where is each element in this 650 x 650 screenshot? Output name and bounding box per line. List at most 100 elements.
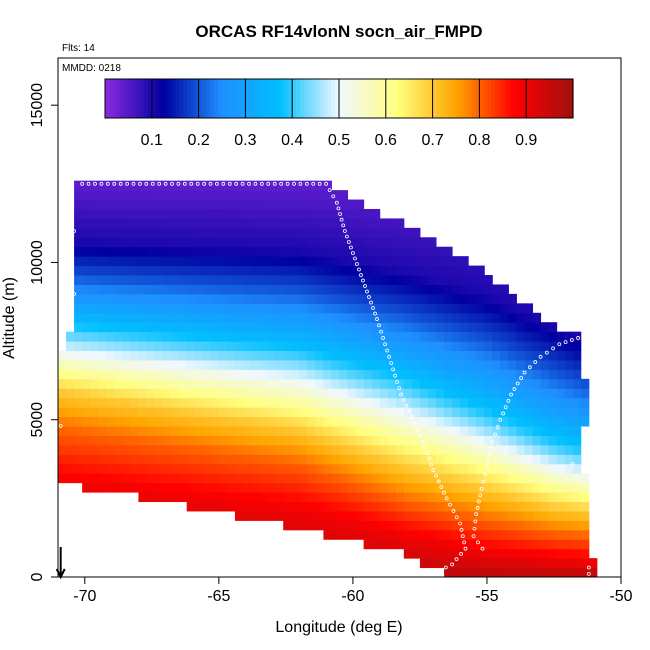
heatmap-cell <box>323 529 332 540</box>
heatmap-cell <box>540 388 550 399</box>
heatmap-cell <box>564 407 574 418</box>
heatmap-cell <box>323 378 332 389</box>
heatmap-cell <box>146 284 156 295</box>
heatmap-cell <box>548 510 558 521</box>
heatmap-cell <box>444 529 453 540</box>
flight-track-point <box>485 465 489 469</box>
heatmap-cell <box>218 303 228 314</box>
heatmap-cell <box>492 322 501 333</box>
heatmap-cell <box>106 331 115 342</box>
heatmap-cell <box>572 529 582 540</box>
heatmap-cell <box>484 482 493 493</box>
heatmap-cell <box>532 501 542 512</box>
heatmap-cell <box>315 359 324 370</box>
y-tick-label: 0 <box>29 572 46 581</box>
heatmap-cell <box>291 350 300 361</box>
heatmap-cell <box>186 208 196 219</box>
heatmap-cell <box>267 482 276 493</box>
heatmap-cell <box>411 416 421 427</box>
heatmap-cell <box>403 246 413 257</box>
heatmap-cell <box>323 275 332 285</box>
heatmap-cell <box>210 208 220 219</box>
heatmap-cell <box>154 284 164 295</box>
heatmap-cell <box>242 199 252 210</box>
heatmap-cell <box>162 407 172 418</box>
heatmap-cell <box>130 369 139 380</box>
heatmap-cell <box>516 359 525 370</box>
heatmap-cell <box>339 397 349 408</box>
heatmap-cell <box>492 312 501 323</box>
heatmap-cell <box>460 397 469 408</box>
heatmap-cell <box>170 416 180 427</box>
heatmap-cell <box>194 369 204 380</box>
heatmap-cell <box>331 190 340 201</box>
heatmap-cell <box>460 426 469 436</box>
heatmap-cell <box>275 341 284 352</box>
heatmap-cell <box>427 303 437 314</box>
heatmap-cell <box>444 284 453 295</box>
heatmap-cell <box>194 359 204 370</box>
flight-track-point <box>472 526 477 531</box>
heatmap-cell <box>556 529 566 540</box>
heatmap-cell <box>331 265 340 276</box>
heatmap-cell <box>259 303 268 314</box>
heatmap-cell <box>411 473 421 484</box>
heatmap-cell <box>251 275 260 285</box>
flight-track-point <box>353 256 357 261</box>
heatmap-cell <box>532 548 542 559</box>
heatmap-cell <box>74 331 83 342</box>
heatmap-cell <box>202 426 212 436</box>
heatmap-cell <box>436 369 445 380</box>
heatmap-cell <box>580 548 590 559</box>
flight-track-point <box>498 417 503 422</box>
heatmap-cell <box>468 426 477 436</box>
heatmap-cell <box>476 444 485 455</box>
heatmap-cell <box>427 444 437 455</box>
heatmap-cell <box>218 350 228 361</box>
heatmap-cell <box>242 227 252 238</box>
heatmap-cell <box>154 199 164 210</box>
heatmap-cell <box>532 529 542 540</box>
heatmap-cell <box>395 492 405 503</box>
heatmap-cell <box>484 407 493 418</box>
heatmap-cell <box>202 199 212 210</box>
heatmap-cell <box>186 218 196 229</box>
heatmap-cell <box>500 341 509 352</box>
colorbar-swatch <box>292 79 297 118</box>
heatmap-cell <box>283 416 292 427</box>
heatmap-cell <box>411 256 421 267</box>
heatmap-cell <box>363 454 373 465</box>
heatmap-cell <box>275 303 284 314</box>
heatmap-cell <box>411 492 421 503</box>
heatmap-cell <box>138 199 147 210</box>
heatmap-cell <box>202 378 212 389</box>
heatmap-cell <box>411 454 421 465</box>
heatmap-cell <box>532 416 542 427</box>
heatmap-cell <box>460 265 469 276</box>
heatmap-cell <box>170 463 180 474</box>
heatmap-cell <box>444 331 453 342</box>
heatmap-cell <box>403 378 413 389</box>
heatmap-cell <box>90 397 99 408</box>
heatmap-cell <box>251 322 260 333</box>
heatmap-cell <box>154 444 164 455</box>
heatmap-cell <box>58 359 67 370</box>
heatmap-cell <box>492 416 501 427</box>
heatmap-cell <box>524 416 534 427</box>
heatmap-cell <box>186 426 196 436</box>
heatmap-cell <box>146 492 156 503</box>
heatmap-cell <box>452 529 461 540</box>
heatmap-cell <box>307 227 316 238</box>
heatmap-cell <box>516 350 525 361</box>
heatmap-cell <box>315 426 324 436</box>
colorbar-swatch <box>506 79 512 118</box>
heatmap-cell <box>146 482 156 493</box>
heatmap-cell <box>234 454 244 465</box>
heatmap-cell <box>186 473 196 484</box>
heatmap-cell <box>548 567 558 577</box>
heatmap-cell <box>162 350 172 361</box>
heatmap-cell <box>363 407 373 418</box>
heatmap-cell <box>226 407 236 418</box>
heatmap-cell <box>444 416 453 427</box>
heatmap-cell <box>339 359 349 370</box>
